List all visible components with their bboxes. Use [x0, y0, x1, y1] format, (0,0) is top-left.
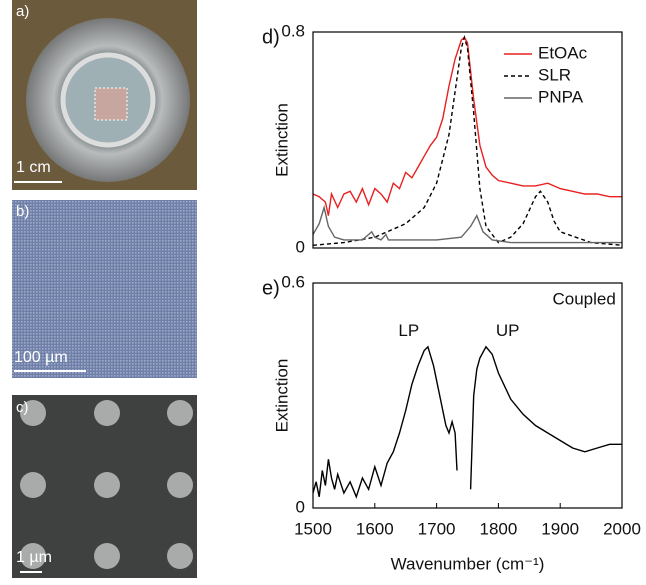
x-axis-label: Wavenumber (cm⁻¹)	[391, 554, 545, 573]
annotation: Coupled	[552, 289, 615, 308]
annotation: UP	[496, 321, 520, 340]
photo-background	[12, 200, 197, 378]
y-tick-label: 0	[296, 237, 305, 256]
plot-frame	[312, 31, 623, 249]
y-axis-label: Extinction	[272, 103, 291, 177]
y-axis-label: Extinction	[272, 359, 291, 433]
series-line	[313, 345, 622, 499]
legend-label: SLR	[538, 65, 571, 84]
series-line	[313, 34, 622, 246]
scale-bar-label: 1 µm	[16, 549, 52, 566]
y-tick-label: 0.8	[281, 21, 305, 40]
series-line	[313, 204, 622, 244]
sample-area	[94, 87, 128, 121]
photo-b: b) 100 µm	[12, 200, 197, 378]
x-tick-label: 1700	[418, 519, 456, 538]
y-tick-label: 0.6	[281, 272, 305, 291]
panel-label: a)	[16, 3, 29, 20]
photo-a: a) 1 cm	[12, 0, 197, 190]
legend-label: PNPA	[538, 87, 584, 106]
scale-bar-label: 1 cm	[16, 159, 51, 176]
photo-c: c) 1 µm	[12, 395, 197, 578]
x-tick-label: 1500	[294, 519, 332, 538]
disks	[20, 400, 193, 569]
panel-label: b)	[16, 203, 29, 220]
annotation: LP	[398, 321, 419, 340]
x-tick-label: 2000	[603, 519, 641, 538]
scale-bar-label: 100 µm	[14, 349, 68, 366]
x-tick-label: 1800	[479, 519, 517, 538]
legend-label: EtOAc	[538, 43, 588, 62]
panel-label: d)	[262, 26, 280, 48]
y-tick-label: 0	[296, 497, 305, 516]
panel-label: e)	[262, 277, 280, 299]
series-line	[313, 36, 622, 216]
plot-frame	[312, 282, 623, 509]
x-tick-label: 1900	[541, 519, 579, 538]
x-tick-label: 1600	[356, 519, 394, 538]
panel-label: c)	[16, 399, 29, 416]
